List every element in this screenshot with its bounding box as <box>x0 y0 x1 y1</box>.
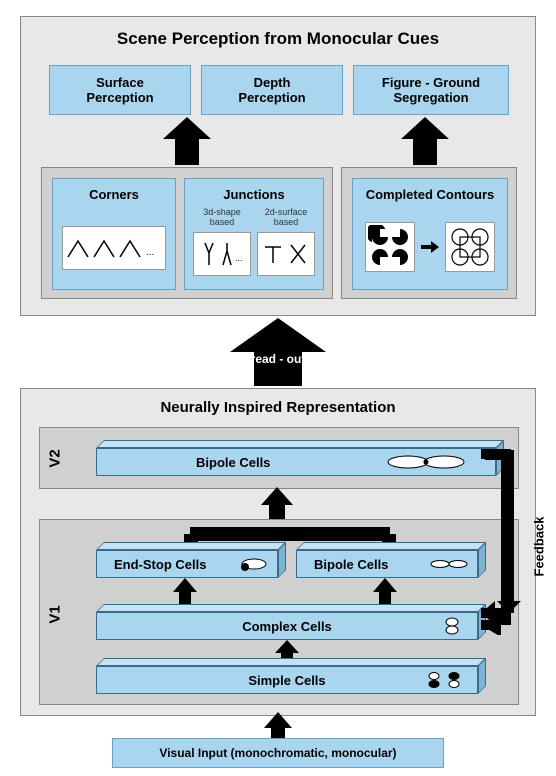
corners-block: Corners ... <box>52 178 176 290</box>
corners-title: Corners <box>89 187 139 202</box>
junctions-block: Junctions 3d-shape based ... <box>184 178 324 290</box>
v2-region: V2 Bipole Cells <box>39 427 519 489</box>
arrow-right-up-icon <box>395 117 455 167</box>
endstop-cell: End-Stop Cells <box>96 550 278 578</box>
simple-cell: Simple Cells <box>96 666 478 694</box>
depth-label: Depth Perception <box>238 75 305 105</box>
contours-output-sample <box>445 222 495 272</box>
contours-title: Completed Contours <box>366 187 495 202</box>
simple-icon <box>426 670 466 690</box>
surface-label: Surface Perception <box>86 75 153 105</box>
top-panel-title: Scene Perception from Monocular Cues <box>21 29 535 49</box>
simple-label: Simple Cells <box>248 673 325 688</box>
completed-contour-icon <box>448 225 492 269</box>
feedback-label: Feedback <box>531 517 546 577</box>
junctions-title: Junctions <box>223 187 284 202</box>
v2-label: V2 <box>47 449 64 467</box>
bipole-v2-cell: Bipole Cells <box>96 448 496 476</box>
endstop-icon <box>238 555 268 573</box>
endstop-label: End-Stop Cells <box>114 557 206 572</box>
bipole-large-icon <box>386 452 466 472</box>
junctions-3d-sample: ... <box>193 232 251 276</box>
complex-icon <box>442 616 462 636</box>
v1-label: V1 <box>47 605 64 623</box>
svg-text:...: ... <box>146 247 154 258</box>
visual-input-label: Visual Input (monochromatic, monocular) <box>159 746 396 760</box>
pacman-square-icon <box>368 225 412 269</box>
feedback-arrow2-icon <box>475 445 531 635</box>
arrow-input-icon <box>260 712 296 740</box>
corners-sample: ... <box>62 226 166 270</box>
arrow-right-icon <box>421 241 439 253</box>
readout-arrow-icon <box>222 318 334 388</box>
arrow-left-up-icon <box>157 117 217 167</box>
junctions-sub2: 2d-surface based <box>265 208 308 228</box>
top-panel: Scene Perception from Monocular Cues Sur… <box>20 16 536 316</box>
complex-cell: Complex Cells <box>96 612 478 640</box>
corners-glyph-icon: ... <box>64 231 164 265</box>
junctions-2d-sample <box>257 232 315 276</box>
svg-text:...: ... <box>235 253 243 263</box>
bottom-panel: Neurally Inspired Representation V2 Bipo… <box>20 388 536 716</box>
bottom-panel-title: Neurally Inspired Representation <box>21 399 535 416</box>
figground-label: Figure - Ground Segregation <box>382 75 480 105</box>
bipole-v1-cell: Bipole Cells <box>296 550 478 578</box>
v1-region: V1 End-Stop Cells Bipole Cells <box>39 519 519 705</box>
bipole-small-icon <box>430 557 468 571</box>
contours-input-sample <box>365 222 415 272</box>
surface-perception-block: Surface Perception <box>49 65 191 115</box>
junctions-sub1: 3d-shape based <box>203 208 241 228</box>
junctions-3d-icon: ... <box>195 237 249 271</box>
bipole-v2-label: Bipole Cells <box>196 455 270 470</box>
contours-panel: Completed Contours <box>341 167 517 299</box>
junctions-2d-icon <box>259 237 313 271</box>
bipole-v1-label: Bipole Cells <box>314 557 388 572</box>
depth-perception-block: Depth Perception <box>201 65 343 115</box>
figure-ground-block: Figure - Ground Segregation <box>353 65 509 115</box>
complex-label: Complex Cells <box>242 619 332 634</box>
corners-junctions-panel: Corners ... Junctions 3d-shape based <box>41 167 333 299</box>
contours-block: Completed Contours <box>352 178 508 290</box>
visual-input-block: Visual Input (monochromatic, monocular) <box>112 738 444 768</box>
